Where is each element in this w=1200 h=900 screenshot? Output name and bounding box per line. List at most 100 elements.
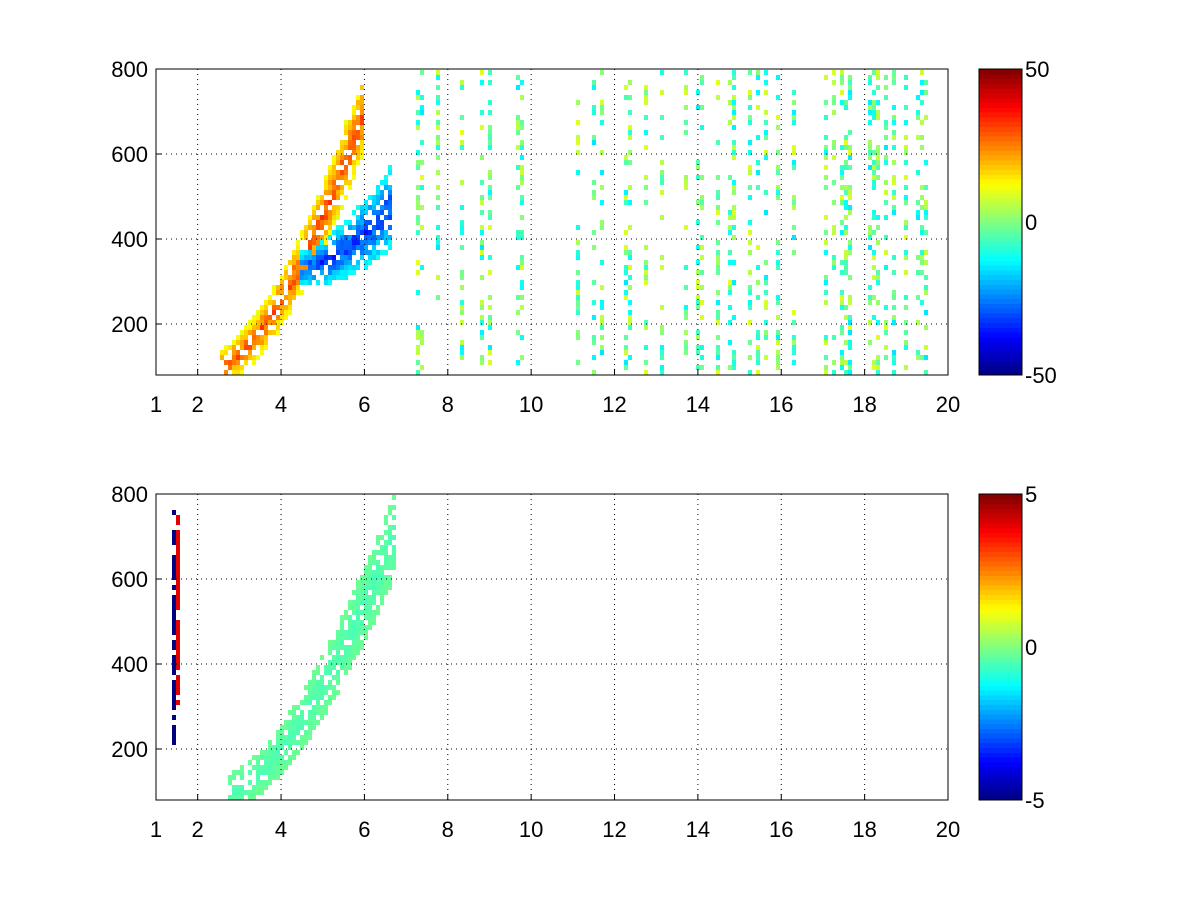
heatmap-cell: [848, 330, 852, 335]
heatmap-cell: [840, 300, 844, 305]
colorbar-swatch: [979, 112, 1022, 118]
heatmap-cell: [308, 240, 312, 245]
heatmap-cell: [876, 370, 880, 375]
heatmap-cell: [924, 275, 928, 280]
heatmap-cell: [284, 760, 288, 765]
x-tick-label: 8: [442, 392, 454, 417]
heatmap-cell: [344, 250, 348, 255]
heatmap-cell: [316, 670, 320, 675]
heatmap-cell: [360, 125, 364, 130]
heatmap-cell: [416, 325, 420, 330]
heatmap-cell: [576, 100, 580, 105]
heatmap-cell: [416, 195, 420, 200]
heatmap-cell: [320, 695, 324, 700]
heatmap-cell: [480, 360, 484, 365]
heatmap-cell: [292, 270, 296, 275]
heatmap-cell: [700, 175, 704, 180]
heatmap-cell: [308, 715, 312, 720]
heatmap-cell: [660, 170, 664, 175]
heatmap-cell: [392, 495, 396, 500]
heatmap-cell: [308, 260, 312, 265]
heatmap-cell: [176, 675, 180, 680]
heatmap-cell: [844, 265, 848, 270]
heatmap-cell: [764, 275, 768, 280]
heatmap-cell: [308, 720, 312, 725]
top-heatmap-grid: [156, 68, 948, 375]
heatmap-cell: [364, 595, 368, 600]
heatmap-cell: [352, 655, 356, 660]
heatmap-cell: [364, 565, 368, 570]
heatmap-cell: [292, 705, 296, 710]
x-tick-label: 1: [150, 817, 162, 842]
heatmap-cell: [260, 320, 264, 325]
heatmap-cell: [868, 340, 872, 345]
heatmap-cell: [904, 255, 908, 260]
heatmap-cell: [684, 315, 688, 320]
colorbar-swatch: [979, 222, 1022, 228]
heatmap-cell: [348, 185, 352, 190]
heatmap-cell: [380, 230, 384, 235]
heatmap-cell: [364, 570, 368, 575]
heatmap-cell: [372, 250, 376, 255]
heatmap-cell: [352, 245, 356, 250]
heatmap-cell: [416, 360, 420, 365]
heatmap-cell: [376, 590, 380, 595]
heatmap-cell: [848, 345, 852, 350]
heatmap-cell: [628, 185, 632, 190]
heatmap-cell: [244, 790, 248, 795]
heatmap-cell: [348, 135, 352, 140]
heatmap-cell: [660, 255, 664, 260]
heatmap-cell: [268, 770, 272, 775]
heatmap-cell: [696, 245, 700, 250]
heatmap-cell: [356, 105, 360, 110]
heatmap-cell: [368, 575, 372, 580]
heatmap-cell: [252, 765, 256, 770]
heatmap-cell: [172, 565, 176, 570]
heatmap-cell: [260, 765, 264, 770]
heatmap-cell: [460, 225, 464, 230]
heatmap-cell: [420, 335, 424, 340]
heatmap-cell: [716, 265, 720, 270]
heatmap-cell: [684, 70, 688, 75]
heatmap-cell: [516, 310, 520, 315]
heatmap-cell: [416, 335, 420, 340]
colorbar-swatch: [979, 494, 1022, 500]
heatmap-cell: [600, 260, 604, 265]
heatmap-cell: [892, 315, 896, 320]
heatmap-cell: [844, 255, 848, 260]
heatmap-cell: [460, 115, 464, 120]
heatmap-cell: [628, 250, 632, 255]
heatmap-cell: [576, 225, 580, 230]
heatmap-cell: [360, 575, 364, 580]
heatmap-cell: [416, 270, 420, 275]
heatmap-cell: [316, 695, 320, 700]
heatmap-cell: [348, 605, 352, 610]
heatmap-cell: [884, 355, 888, 360]
heatmap-cell: [368, 240, 372, 245]
heatmap-cell: [728, 175, 732, 180]
heatmap-cell: [892, 195, 896, 200]
heatmap-cell: [288, 305, 292, 310]
heatmap-cell: [260, 340, 264, 345]
heatmap-cell: [776, 300, 780, 305]
heatmap-cell: [336, 670, 340, 675]
heatmap-cell: [248, 345, 252, 350]
heatmap-cell: [644, 200, 648, 205]
heatmap-cell: [332, 175, 336, 180]
heatmap-cell: [292, 260, 296, 265]
heatmap-cell: [756, 75, 760, 80]
heatmap-cell: [824, 355, 828, 360]
heatmap-cell: [320, 240, 324, 245]
heatmap-cell: [380, 190, 384, 195]
heatmap-cell: [840, 90, 844, 95]
heatmap-cell: [260, 350, 264, 355]
heatmap-cell: [920, 260, 924, 265]
heatmap-cell: [480, 330, 484, 335]
heatmap-cell: [376, 605, 380, 610]
heatmap-cell: [328, 270, 332, 275]
heatmap-cell: [516, 145, 520, 150]
heatmap-cell: [696, 335, 700, 340]
heatmap-cell: [520, 305, 524, 310]
heatmap-cell: [340, 665, 344, 670]
heatmap-cell: [520, 260, 524, 265]
